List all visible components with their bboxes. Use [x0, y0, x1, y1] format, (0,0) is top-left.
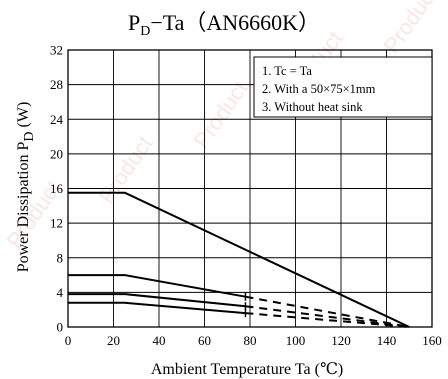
- y-tick-label: 24: [50, 112, 64, 127]
- notes-box: [253, 56, 433, 118]
- chart-title: PD−Ta（AN6660K）: [128, 10, 320, 39]
- y-axis-label-sub: D: [22, 131, 37, 141]
- y-tick-label: 12: [50, 216, 63, 231]
- chart-title-rest: −Ta（AN6660K）: [150, 10, 320, 35]
- series-line-4: [68, 301, 246, 315]
- y-tick-label: 8: [57, 250, 64, 265]
- y-axis-label-main: Power Dissipation P: [15, 142, 32, 273]
- x-tick-label: 20: [107, 333, 120, 348]
- x-tick-label: 60: [198, 333, 211, 348]
- note-2: 2. With a 50×75×1mm: [262, 82, 376, 96]
- x-tick-labels: 0 20 40 60 80 100 120 140 160: [65, 333, 442, 348]
- y-axis-label: Power Dissipation PD (W): [15, 102, 37, 273]
- y-tick-label: 28: [50, 77, 63, 92]
- y-tick-label: 20: [50, 146, 63, 161]
- y-tick-label: 0: [57, 320, 64, 335]
- y-tick-labels: 0 4 8 12 16 20 24 28 32: [50, 43, 64, 335]
- series-line-3-dashed: [245, 305, 410, 328]
- x-tick-label: 40: [153, 333, 166, 348]
- watermark-text: Product: [189, 76, 253, 152]
- x-tick-label: 80: [244, 333, 257, 348]
- series-line-2: [68, 274, 246, 298]
- plot-area-frame: [67, 49, 433, 328]
- note-3: 3. Without heat sink: [262, 100, 363, 114]
- y-tick-label: 4: [57, 285, 64, 300]
- y-tick-label: 16: [50, 181, 64, 196]
- series-line-2-dashed: [245, 295, 410, 328]
- note-1: 1. Tc = Ta: [262, 64, 312, 78]
- series-line-3: [68, 293, 246, 308]
- series-line-1: [68, 191, 410, 328]
- x-tick-label: 140: [377, 333, 397, 348]
- x-tick-label: 120: [331, 333, 351, 348]
- y-axis-label-rest: (W): [15, 102, 32, 132]
- x-axis-label: Ambient Temperature Ta (℃): [151, 361, 343, 378]
- y-tick-label: 32: [50, 43, 63, 58]
- x-tick-label: 0: [65, 333, 72, 348]
- watermark-text: Product: [94, 131, 158, 207]
- watermark-text: Product: [379, 0, 443, 58]
- x-tick-label: 100: [286, 333, 306, 348]
- chart-title-sub: D: [140, 24, 150, 39]
- chart-title-main: P: [128, 10, 140, 35]
- x-tick-label: 160: [422, 333, 442, 348]
- series-lines: [68, 191, 410, 328]
